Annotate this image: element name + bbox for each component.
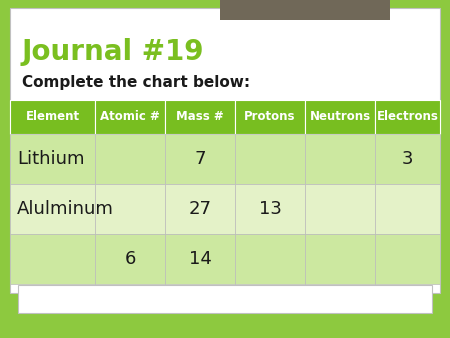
Text: 6: 6 (124, 250, 136, 268)
Bar (95, 100, 165, 134)
Text: Mass #: Mass # (176, 111, 224, 123)
Text: 27: 27 (189, 200, 211, 218)
Bar (235, 134, 305, 184)
Bar (305, 134, 375, 184)
Bar (375, 100, 440, 134)
Bar (165, 134, 235, 184)
Text: 13: 13 (259, 200, 281, 218)
Bar (95, 184, 165, 234)
Text: Element: Element (26, 111, 80, 123)
Bar (375, 234, 440, 284)
Bar (165, 184, 235, 234)
Bar (10, 8, 440, 293)
Text: Lithium: Lithium (17, 150, 85, 168)
Bar (220, 0, 390, 20)
Text: Atomic #: Atomic # (100, 111, 160, 123)
Text: 14: 14 (189, 250, 211, 268)
Bar (95, 234, 165, 284)
Bar (375, 134, 440, 184)
Bar (375, 184, 440, 234)
Text: Electrons: Electrons (377, 111, 438, 123)
Text: Alulminum: Alulminum (17, 200, 114, 218)
Bar (305, 184, 375, 234)
Bar (165, 234, 235, 284)
Bar (235, 100, 305, 134)
Text: Neutrons: Neutrons (310, 111, 370, 123)
Bar (305, 234, 375, 284)
Text: 7: 7 (194, 150, 206, 168)
Bar (235, 184, 305, 234)
Bar (10, 234, 95, 284)
Bar (165, 100, 235, 134)
Bar (305, 100, 375, 134)
Text: Complete the chart below:: Complete the chart below: (22, 74, 250, 90)
Bar (18, 285, 432, 313)
Text: 3: 3 (402, 150, 413, 168)
Bar (235, 234, 305, 284)
Text: Protons: Protons (244, 111, 296, 123)
Text: Journal #19: Journal #19 (22, 38, 204, 66)
Bar (10, 100, 95, 134)
Bar (95, 134, 165, 184)
Bar (10, 134, 95, 184)
Bar (10, 184, 95, 234)
